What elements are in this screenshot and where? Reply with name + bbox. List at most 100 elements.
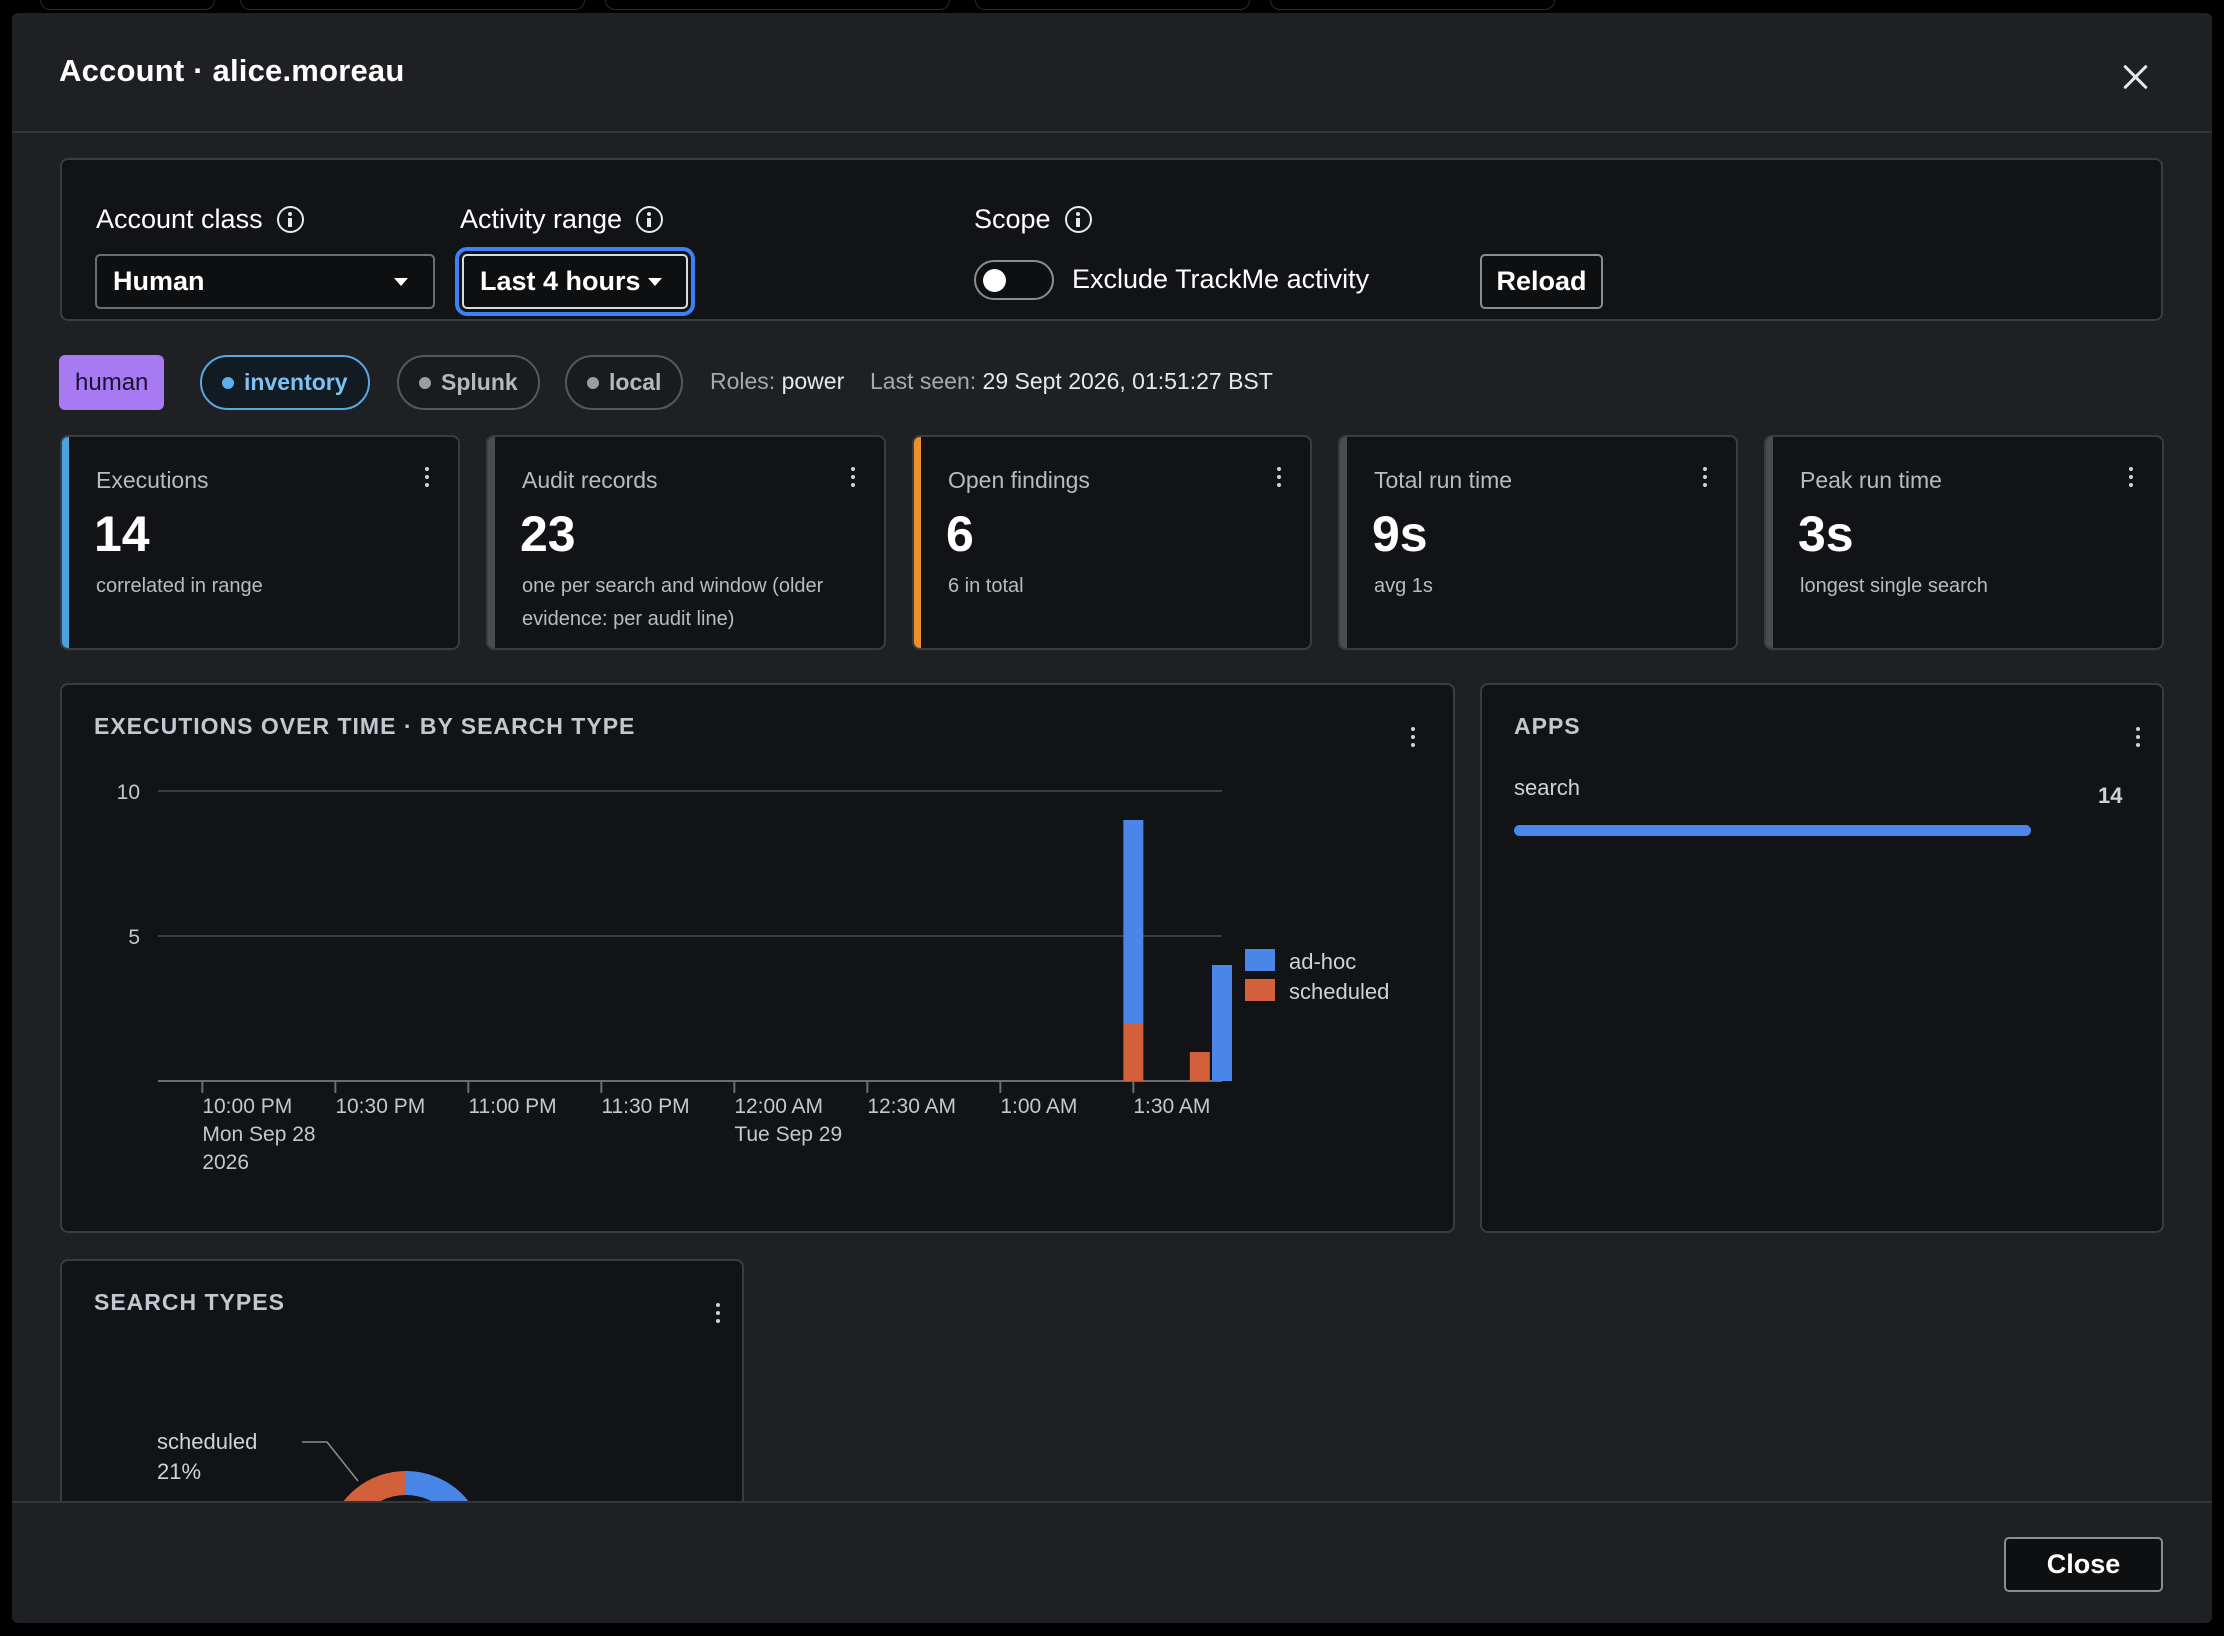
bar-segment-ad-hoc <box>1123 820 1144 1023</box>
kebab-menu-icon[interactable] <box>847 467 859 491</box>
tag-pill: inventory <box>200 355 370 410</box>
account-class-select[interactable]: Human <box>95 254 435 309</box>
app-label: search <box>1514 775 1581 800</box>
kpi-card-open-findings: Open findings 6 6 in total <box>912 435 1312 650</box>
card-subtitle: correlated in range <box>96 575 263 597</box>
kebab-menu-icon[interactable] <box>712 1303 724 1327</box>
kebab-menu-icon[interactable] <box>1407 727 1419 751</box>
card-subtitle: avg 1s <box>1374 575 1433 597</box>
activity-range-label: Activity range <box>460 204 664 235</box>
activity-range-label-text: Activity range <box>460 204 623 234</box>
donut-callout: scheduled 21% <box>157 1427 257 1487</box>
panel-title: SEARCH TYPES <box>94 1289 285 1315</box>
legend-label: ad-hoc <box>1289 949 1356 974</box>
scope-label: Scope <box>974 204 1092 235</box>
apps-panel: APPS search 14 <box>1480 683 2164 1233</box>
info-icon[interactable] <box>636 206 664 233</box>
last-seen-value: 29 Sept 2026, 01:51:27 BST <box>982 368 1273 394</box>
dot-icon <box>222 376 234 389</box>
tag-pill: local <box>565 355 684 410</box>
card-accent <box>1340 437 1347 648</box>
bar-segment-scheduled <box>1189 1052 1210 1081</box>
toggle-knob <box>983 269 1006 292</box>
legend-label: scheduled <box>1289 979 1389 1004</box>
x-tick-label: 11:30 PM <box>601 1095 689 1118</box>
x-tick-label: Tue Sep 29 <box>734 1123 842 1146</box>
backdrop-tab <box>40 0 215 10</box>
kebab-menu-icon[interactable] <box>2125 467 2137 491</box>
donut-callout-line <box>302 1441 359 1482</box>
kebab-menu-icon[interactable] <box>1273 467 1285 491</box>
account-class-label-text: Account class <box>96 204 263 234</box>
tag-pill-label: Splunk <box>441 369 518 395</box>
panel-title: APPS <box>1514 713 1581 739</box>
y-tick-label: 10 <box>117 781 140 804</box>
class-tag-text: human <box>75 368 149 396</box>
modal-footer: Close <box>12 1501 2212 1623</box>
panel-title: EXECUTIONS OVER TIME · BY SEARCH TYPE <box>94 713 636 739</box>
card-accent <box>62 437 69 648</box>
activity-range-select[interactable]: Last 4 hours <box>455 247 695 316</box>
reload-button[interactable]: Reload <box>1480 254 1603 309</box>
close-icon[interactable] <box>2116 57 2156 97</box>
donut-callout-label: scheduled <box>157 1429 258 1454</box>
card-value: 3s <box>1798 506 1854 562</box>
account-modal: Account · alice.moreau Account class Hum… <box>12 13 2212 1623</box>
dot-icon <box>419 376 431 389</box>
card-accent <box>488 437 495 648</box>
card-subtitle: one per search and window (older evidenc… <box>522 575 824 630</box>
card-title: Audit records <box>522 467 658 493</box>
kebab-menu-icon[interactable] <box>421 467 433 491</box>
y-tick-label: 5 <box>128 926 140 949</box>
app-count: 14 <box>2098 783 2123 808</box>
tag-pill-label: local <box>609 369 662 395</box>
scope-label-text: Scope <box>974 204 1051 234</box>
x-tick-label: 12:00 AM <box>734 1095 823 1118</box>
x-tick-label: Mon Sep 28 <box>202 1123 315 1146</box>
x-tick-label: 10:30 PM <box>335 1095 425 1118</box>
x-tick-label: 12:30 AM <box>867 1095 956 1118</box>
card-subtitle: longest single search <box>1800 575 1988 597</box>
x-tick-label: 10:00 PM <box>202 1095 292 1118</box>
info-icon[interactable] <box>276 206 304 233</box>
card-title: Executions <box>96 467 209 493</box>
chevron-down-icon <box>648 278 662 286</box>
card-accent <box>1766 437 1773 648</box>
modal-header: Account · alice.moreau <box>12 13 2212 133</box>
info-icon[interactable] <box>1064 206 1092 233</box>
x-tick-label: 1:00 AM <box>1000 1095 1077 1118</box>
tag-pill: Splunk <box>397 355 540 410</box>
backdrop-tab <box>1270 0 1555 10</box>
card-value: 9s <box>1372 506 1428 562</box>
exclude-trackme-toggle[interactable] <box>974 260 1054 300</box>
close-button[interactable]: Close <box>2004 1537 2163 1592</box>
card-value: 14 <box>94 506 150 562</box>
filters-panel: Account class Human Activity range Last … <box>60 158 2163 321</box>
executions-chart: 5 10 10:00 PM Mon Sep 28 2026 10:30 PM 11:00 P… <box>117 781 1390 1174</box>
modal-title: Account · alice.moreau <box>59 53 405 88</box>
chevron-down-icon <box>394 278 408 286</box>
account-class-value: Human <box>113 266 205 296</box>
last-seen-info: Last seen: 29 Sept 2026, 01:51:27 BST <box>870 368 1273 395</box>
tag-pill-label: inventory <box>244 369 348 395</box>
backdrop-tab <box>605 0 950 10</box>
donut-callout-pct: 21% <box>157 1459 202 1484</box>
card-value: 6 <box>946 506 974 562</box>
card-title: Peak run time <box>1800 467 1942 493</box>
kpi-card-executions: Executions 14 correlated in range <box>60 435 460 650</box>
roles-value: power <box>781 368 845 394</box>
kebab-menu-icon[interactable] <box>1699 467 1711 491</box>
account-class-label: Account class <box>96 204 304 235</box>
card-title: Total run time <box>1374 467 1513 493</box>
bar-segment-scheduled <box>1123 1023 1144 1081</box>
kpi-card-total-run-time: Total run time 9s avg 1s <box>1338 435 1738 650</box>
exclude-trackme-label: Exclude TrackMe activity <box>1072 264 1370 294</box>
legend-swatch <box>1245 949 1275 971</box>
class-tag: human <box>59 355 165 410</box>
x-tick-label: 1:30 AM <box>1133 1095 1210 1118</box>
x-tick-label: 11:00 PM <box>468 1095 556 1118</box>
card-subtitle: 6 in total <box>948 575 1024 597</box>
x-tick-label: 2026 <box>202 1151 249 1174</box>
roles-info: Roles: power <box>710 368 844 395</box>
kebab-menu-icon[interactable] <box>2132 727 2144 751</box>
